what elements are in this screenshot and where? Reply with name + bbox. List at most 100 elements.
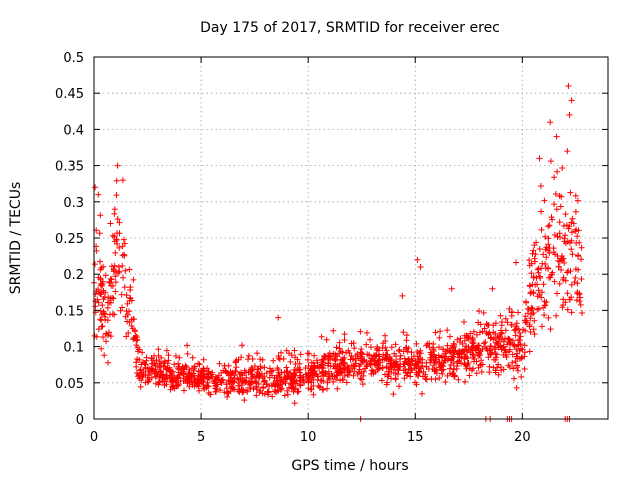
- data-point: [106, 299, 113, 306]
- data-point: [508, 312, 515, 319]
- data-point: [161, 358, 168, 365]
- data-point: [145, 371, 152, 378]
- data-point: [566, 111, 573, 118]
- data-point: [376, 365, 382, 372]
- data-point: [232, 367, 239, 374]
- data-point: [464, 348, 471, 355]
- data-point: [523, 319, 530, 326]
- data-point: [336, 361, 343, 368]
- data-point: [232, 358, 239, 365]
- data-point: [568, 246, 575, 253]
- data-point: [509, 351, 516, 358]
- data-point: [537, 275, 544, 281]
- data-point: [359, 358, 366, 364]
- data-point: [343, 379, 350, 386]
- data-point: [318, 333, 325, 340]
- data-point: [408, 357, 415, 364]
- data-point: [543, 299, 550, 306]
- data-point: [511, 375, 517, 382]
- data-point: [572, 274, 579, 281]
- data-point: [264, 381, 271, 388]
- data-point: [456, 350, 462, 357]
- data-point: [475, 364, 482, 371]
- data-point: [100, 263, 107, 270]
- data-point: [292, 354, 299, 361]
- data-point: [352, 363, 359, 370]
- data-point: [97, 212, 104, 219]
- data-point: [515, 337, 522, 344]
- data-point: [92, 184, 99, 191]
- y-tick-label: 0.05: [55, 377, 84, 392]
- data-point: [270, 367, 276, 374]
- data-point: [432, 329, 439, 336]
- data-point: [400, 329, 407, 336]
- data-point: [111, 206, 118, 213]
- data-point: [477, 329, 483, 336]
- data-point: [182, 375, 189, 382]
- data-point: [546, 222, 553, 229]
- y-tick-label: 0.45: [55, 87, 84, 102]
- data-point: [499, 330, 505, 337]
- data-point: [369, 356, 376, 363]
- data-point: [349, 355, 356, 362]
- data-point: [333, 376, 340, 383]
- data-point: [153, 369, 160, 376]
- data-point: [569, 215, 576, 222]
- data-point: [305, 369, 312, 376]
- data-point: [174, 374, 181, 381]
- data-point: [541, 197, 548, 204]
- data-point: [382, 352, 389, 359]
- data-point: [175, 360, 182, 367]
- data-point: [152, 362, 159, 369]
- data-point: [358, 351, 365, 358]
- data-point: [461, 337, 468, 344]
- data-point: [193, 380, 200, 387]
- grid-lines: [94, 57, 608, 419]
- data-point: [360, 368, 367, 375]
- data-point: [216, 360, 223, 367]
- data-point: [367, 336, 373, 343]
- data-point: [231, 372, 237, 379]
- data-point: [120, 274, 126, 281]
- data-point: [528, 304, 535, 311]
- data-point: [531, 331, 538, 338]
- data-point: [556, 280, 563, 287]
- data-point: [386, 355, 393, 362]
- data-point: [236, 371, 243, 378]
- data-point: [196, 361, 203, 368]
- data-point: [200, 356, 207, 363]
- data-point: [502, 315, 509, 322]
- data-point: [109, 294, 116, 301]
- data-point: [515, 309, 522, 316]
- y-tick-label: 0: [76, 413, 84, 428]
- data-point: [513, 384, 520, 391]
- data-point: [171, 361, 178, 368]
- data-point: [350, 340, 357, 346]
- data-point: [98, 291, 105, 298]
- data-point: [98, 323, 105, 330]
- data-point: [485, 354, 492, 361]
- data-point: [169, 384, 176, 391]
- data-point: [374, 366, 381, 373]
- data-point: [261, 377, 268, 384]
- data-point: [119, 262, 126, 269]
- data-point: [316, 365, 323, 372]
- data-point: [102, 316, 109, 323]
- data-point: [163, 372, 170, 379]
- data-point: [275, 314, 282, 321]
- data-point: [476, 352, 483, 358]
- data-point: [310, 391, 317, 398]
- data-point: [186, 383, 193, 390]
- data-point: [294, 389, 301, 396]
- data-point: [579, 310, 585, 316]
- data-point: [100, 296, 107, 302]
- data-point: [566, 296, 573, 303]
- data-point: [237, 375, 244, 382]
- data-point: [165, 357, 172, 364]
- data-point: [515, 367, 521, 374]
- data-point: [578, 244, 585, 251]
- data-point: [223, 369, 230, 376]
- data-point: [97, 258, 103, 265]
- data-point: [574, 233, 581, 240]
- data-point: [553, 206, 560, 213]
